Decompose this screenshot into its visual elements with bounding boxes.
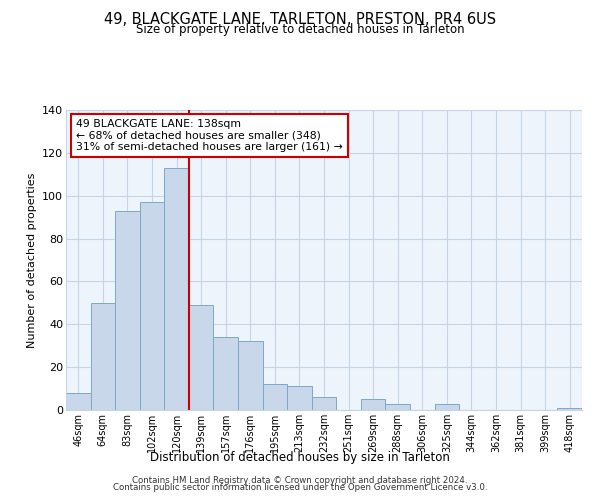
Bar (66, 393, 91, 410)
Bar (115, 210, 140, 410)
Bar (91, 303, 115, 410)
Text: Contains public sector information licensed under the Open Government Licence v3: Contains public sector information licen… (113, 484, 487, 492)
Text: 49, BLACKGATE LANE, TARLETON, PRESTON, PR4 6US: 49, BLACKGATE LANE, TARLETON, PRESTON, P… (104, 12, 496, 28)
Y-axis label: Number of detached properties: Number of detached properties (26, 172, 37, 348)
Bar (189, 305, 214, 410)
Text: Distribution of detached houses by size in Tarleton: Distribution of detached houses by size … (150, 451, 450, 464)
Bar (361, 400, 385, 410)
Text: Size of property relative to detached houses in Tarleton: Size of property relative to detached ho… (136, 22, 464, 36)
Bar (214, 337, 238, 410)
Bar (238, 342, 263, 410)
Bar (385, 404, 410, 410)
Bar (287, 386, 312, 410)
Bar (164, 168, 189, 410)
Text: 49 BLACKGATE LANE: 138sqm
← 68% of detached houses are smaller (348)
31% of semi: 49 BLACKGATE LANE: 138sqm ← 68% of detac… (76, 119, 343, 152)
Bar (434, 404, 459, 410)
Bar (263, 384, 287, 410)
Bar (140, 202, 164, 410)
Bar (557, 408, 582, 410)
Bar (312, 397, 336, 410)
Text: Contains HM Land Registry data © Crown copyright and database right 2024.: Contains HM Land Registry data © Crown c… (132, 476, 468, 485)
